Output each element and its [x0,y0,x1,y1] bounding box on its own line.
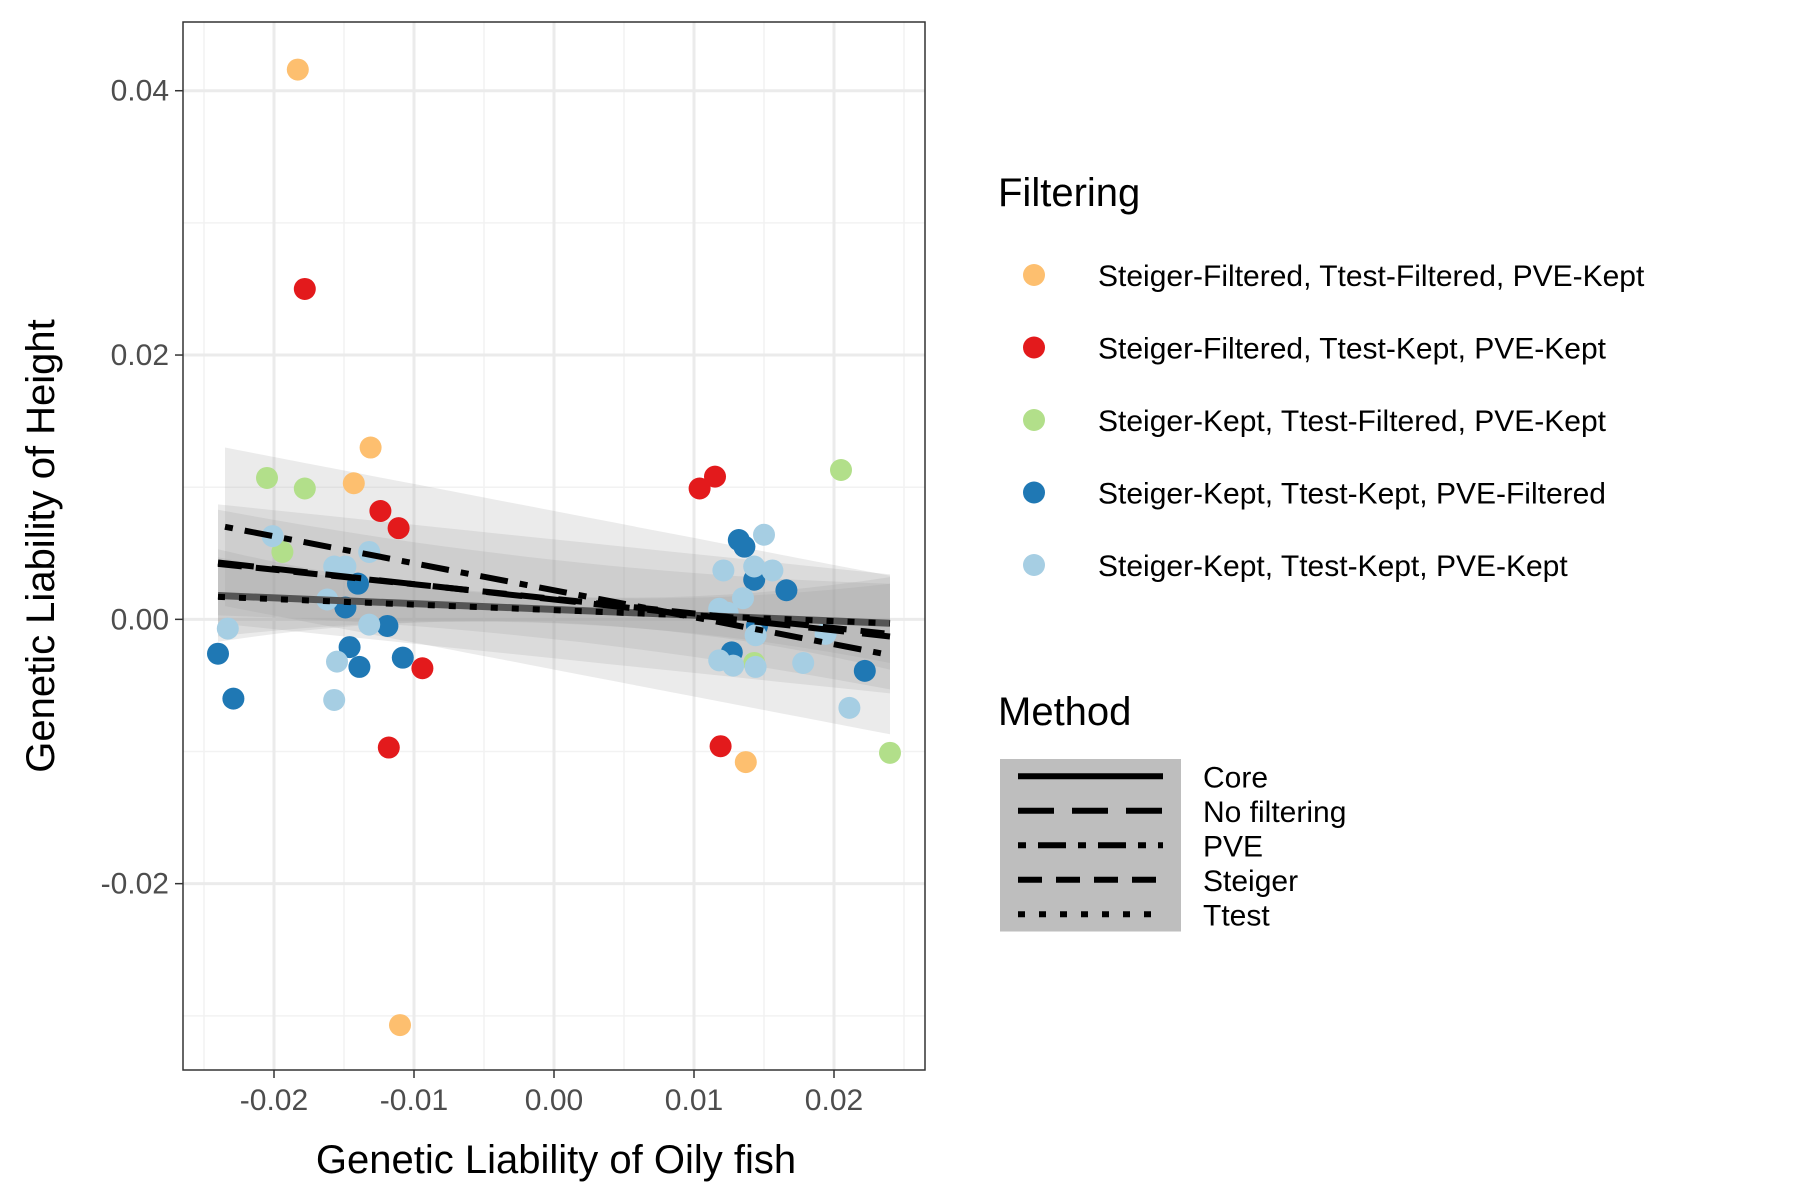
x-tick-label: 0.02 [805,1084,863,1117]
x-tick-label: 0.00 [525,1084,583,1117]
data-point-series-2 [411,657,434,680]
x-axis: -0.02 -0.01 0.00 0.01 0.02 [240,1070,863,1117]
legend-label-method: Ttest [1203,899,1270,932]
data-point-series-4 [391,646,414,669]
legend-key-filtering [1023,336,1045,359]
data-point-series-2 [709,735,732,758]
fit-lines [217,523,891,658]
legend-key-method-bg [1000,828,1181,863]
fit-line-pve [224,523,891,658]
data-point-series-1 [342,472,365,495]
data-point-series-2 [377,736,400,759]
data-point-series-4 [376,614,399,637]
y-tick-label: -0.02 [101,868,169,901]
filtering-legend: Filtering Steiger-Filtered, Ttest-Filter… [998,171,1645,583]
data-point-series-1 [389,1014,411,1037]
data-point-series-3 [271,540,294,563]
data-point-series-1 [359,436,382,459]
data-point-series-3 [879,741,901,764]
data-point-series-5 [792,651,815,674]
legend-label-method: Core [1203,761,1268,794]
data-point-series-3 [293,477,316,500]
x-tick-label: -0.02 [240,1084,308,1117]
data-point-series-1 [286,58,309,81]
x-tick-label: 0.01 [665,1084,723,1117]
x-axis-title: Genetic Liability of Oily fish [316,1138,796,1182]
legend-key-filtering [1023,481,1045,504]
legend-key-filtering [1023,554,1045,576]
data-point-series-5 [326,650,348,673]
data-point-series-4 [775,579,798,602]
method-legend-title: Method [998,690,1131,734]
legend-label-method: PVE [1203,830,1263,863]
data-point-series-2 [387,517,410,540]
legend-label-filtering: Steiger-Kept, Ttest-Filtered, PVE-Kept [1098,405,1607,438]
data-point-series-5 [334,555,357,578]
data-point-series-5 [712,559,735,582]
legend-label-filtering: Steiger-Filtered, Ttest-Kept, PVE-Kept [1098,333,1607,366]
x-tick-label: -0.01 [380,1084,448,1117]
data-point-series-4 [222,687,245,710]
legend-key-filtering [1023,409,1045,431]
data-point-series-5 [722,654,745,677]
data-point-series-5 [753,523,775,546]
y-tick-label: 0.00 [111,603,169,636]
legend-key-method-bg [1000,897,1181,932]
data-point-series-5 [743,555,766,578]
filtering-legend-title: Filtering [998,171,1140,215]
data-point-series-5 [358,613,381,636]
data-point-series-5 [761,559,784,582]
data-point-series-5 [323,688,346,711]
data-point-series-5 [261,525,284,548]
fit-line-no-filtering [217,559,891,640]
data-point-series-3 [830,459,852,482]
data-point-series-4 [348,655,371,678]
y-axis: -0.02 0.00 0.02 0.04 [101,75,183,901]
legend-label-filtering: Steiger-Filtered, Ttest-Filtered, PVE-Ke… [1098,260,1645,293]
fit-line-ttest [217,593,891,627]
legend-label-filtering: Steiger-Kept, Ttest-Kept, PVE-Filtered [1098,478,1606,511]
data-point-series-4 [338,636,361,659]
data-point-series-4 [853,659,876,682]
legend-label-method: Steiger [1203,865,1298,898]
legend-label-method: No filtering [1203,796,1346,829]
data-point-series-2 [688,477,711,500]
data-point-series-5 [216,617,239,640]
data-point-series-2 [704,465,726,488]
data-point-series-4 [207,642,229,665]
data-point-series-5 [838,696,861,719]
data-point-series-5 [744,655,767,678]
data-point-series-2 [369,499,392,522]
y-axis-title: Genetic Liability of Height [19,319,63,773]
data-point-series-5 [732,587,754,610]
legend-label-filtering: Steiger-Kept, Ttest-Kept, PVE-Kept [1098,550,1568,583]
data-point-series-2 [293,277,316,300]
y-tick-label: 0.02 [111,339,169,372]
data-points [207,58,901,1037]
data-point-series-4 [733,535,756,558]
y-tick-label: 0.04 [111,75,169,108]
legend-key-filtering [1023,264,1045,286]
data-point-series-1 [734,751,757,774]
data-point-series-3 [256,466,278,489]
